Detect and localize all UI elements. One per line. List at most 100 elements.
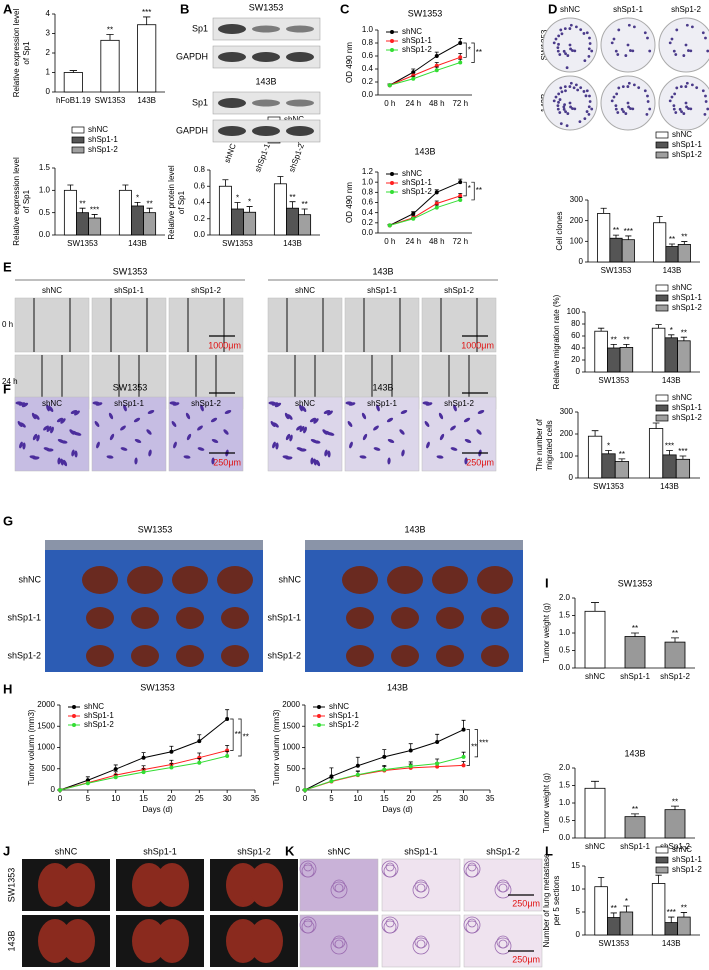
colony <box>624 112 628 115</box>
y-tick-label: 2.0 <box>559 763 571 772</box>
colony <box>668 41 672 45</box>
legend-label: shSp1-1 <box>329 711 359 720</box>
legend-label: shSp1-2 <box>329 720 359 729</box>
legend-label: shSp1-1 <box>402 178 432 187</box>
x-tick-label: 24 h <box>405 99 421 108</box>
significance-label: ** <box>619 450 625 459</box>
panel-letter: E <box>3 259 12 274</box>
bar <box>218 185 232 236</box>
legend-label: shSp1-2 <box>672 303 702 312</box>
legend-label: shNC <box>84 702 104 711</box>
data-point <box>458 60 463 65</box>
cell <box>95 402 103 406</box>
colony <box>568 85 572 88</box>
cell <box>287 414 293 420</box>
colony <box>562 107 566 111</box>
column-label: shSp1-1 <box>613 5 643 14</box>
bar <box>273 183 287 236</box>
colony <box>687 49 690 52</box>
colony <box>554 95 558 99</box>
data-point <box>434 201 439 206</box>
error-bar <box>671 805 679 810</box>
bar <box>662 454 677 479</box>
colony <box>672 49 676 53</box>
micrograph <box>421 396 497 472</box>
significance-label: ** <box>146 199 152 208</box>
colony <box>558 53 562 56</box>
error-bar <box>277 176 284 184</box>
bar <box>100 39 120 93</box>
data-point <box>225 717 230 722</box>
colony <box>585 89 589 93</box>
cell <box>439 433 445 441</box>
colony <box>648 107 652 111</box>
y-tick-label: 200 <box>560 429 574 438</box>
colony <box>574 25 578 29</box>
blot-band <box>218 52 246 62</box>
colony <box>675 28 679 32</box>
legend-swatch <box>655 404 669 412</box>
cell <box>303 426 307 434</box>
data-point <box>408 764 413 769</box>
column-label: shSp1-2 <box>444 286 474 295</box>
data-point <box>382 754 387 759</box>
row-label: shSp1-1 <box>7 612 41 622</box>
x-tick-label: 72 h <box>452 237 468 246</box>
x-tick-label: 0 h <box>384 99 395 108</box>
x-tick-label: SW1353 <box>601 266 632 275</box>
colony <box>557 92 561 96</box>
error-bar <box>681 241 688 245</box>
y-tick-label: 0.5 <box>39 208 51 217</box>
series-line <box>304 729 464 791</box>
significance-label: ** <box>611 904 617 913</box>
colony <box>565 124 569 128</box>
y-tick-label: 0.6 <box>194 181 206 190</box>
colony <box>631 49 635 53</box>
bar <box>619 346 634 373</box>
x-tick-label: 20 <box>167 794 176 803</box>
data-point <box>141 770 146 775</box>
colony <box>556 49 560 53</box>
colony <box>646 94 649 98</box>
y-tick-label: 0.5 <box>559 646 571 655</box>
significance-label: ** <box>613 226 619 235</box>
y-axis-label: Relative migration rate (%) <box>552 294 561 389</box>
column-label: shNC <box>42 286 62 295</box>
y-tick-label: 0 <box>46 87 51 96</box>
colony <box>573 107 577 111</box>
error-bar <box>122 184 129 191</box>
cell <box>147 409 155 415</box>
colony <box>583 117 587 121</box>
y-tick-label: 2000 <box>282 700 300 709</box>
data-point <box>387 83 392 88</box>
data-point <box>58 788 62 792</box>
colony <box>637 86 641 90</box>
cell <box>34 414 40 420</box>
x-tick-label: 10 <box>353 794 362 803</box>
colony <box>615 92 619 96</box>
panel-letter: A <box>3 1 13 16</box>
legend-swatch <box>655 294 669 302</box>
y-tick-label: 0 <box>576 367 581 376</box>
colony <box>616 53 620 56</box>
row-label: 0 h <box>2 320 13 329</box>
data-point <box>169 765 174 770</box>
series-line <box>389 56 461 86</box>
error-bar <box>146 207 153 213</box>
colony <box>670 37 674 41</box>
error-bar <box>67 184 74 191</box>
data-point <box>355 772 360 777</box>
column-label: shNC <box>295 399 315 408</box>
bar <box>665 246 679 263</box>
cell <box>450 425 456 431</box>
micrograph <box>168 396 244 472</box>
alveolus <box>498 883 508 893</box>
colony <box>687 107 690 110</box>
error-bar <box>631 813 639 817</box>
tumor <box>346 645 374 667</box>
y-tick-label: 300 <box>570 195 584 204</box>
colony <box>627 105 630 109</box>
data-point <box>355 763 360 768</box>
colony <box>566 54 570 57</box>
x-tick-label: SW1353 <box>593 482 624 491</box>
